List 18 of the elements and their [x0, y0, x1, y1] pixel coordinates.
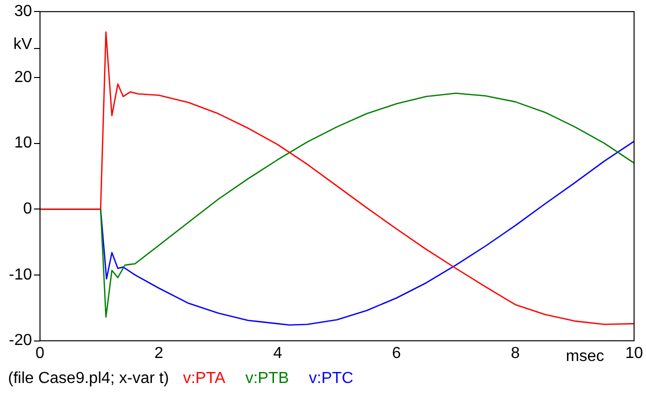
x-tick-label: 8: [510, 344, 520, 362]
y-tick-label: 20: [14, 68, 32, 86]
x-axis-title: msec: [566, 348, 604, 366]
y-axis-title: kV: [13, 36, 32, 53]
text: v:PTC: [308, 370, 354, 388]
y-tick-label: 30: [14, 3, 32, 20]
y-tick-label: -10: [8, 266, 32, 284]
y-tick-label: 0: [23, 200, 32, 218]
x-tick-label: 10: [625, 344, 644, 362]
text: v:PTA: [182, 370, 226, 388]
x-tick-label: 0: [36, 344, 45, 362]
x-tick-label: 4: [273, 344, 282, 362]
y-tick-label: 10: [14, 134, 32, 152]
x-tick-label: 2: [154, 344, 164, 362]
y-tick-label: -20: [8, 332, 32, 350]
text: (file Case9.pl4; x-var t): [8, 370, 169, 388]
x-tick-label: 6: [392, 344, 402, 362]
text: v:PTB: [245, 370, 289, 388]
